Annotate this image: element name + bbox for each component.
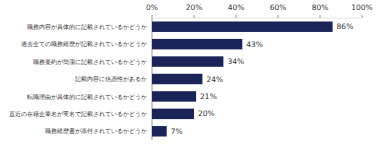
bar [152, 39, 242, 49]
tick-mark [362, 15, 363, 18]
data-label: 21% [200, 92, 217, 101]
tick-mark [236, 15, 237, 18]
bar [152, 56, 223, 66]
tick-mark [194, 15, 195, 18]
category-label: 職務要約が簡潔に記載されているかどうか [33, 58, 147, 66]
bars [152, 21, 333, 136]
data-label: 43% [246, 40, 263, 49]
tick-label: 100% [351, 3, 372, 12]
tick-mark [320, 15, 321, 18]
tick-label: 80% [312, 3, 329, 12]
category-label: 転職理由が具体的に記載されているかどうか [27, 93, 147, 101]
data-label: 7% [171, 127, 183, 136]
tick-label: 0% [146, 3, 158, 12]
axis-line [152, 18, 362, 19]
data-label: 86% [337, 22, 354, 31]
tick-label: 60% [270, 3, 287, 12]
category-label: 過去全ての職務経歴が記載されているかどうか [21, 40, 147, 48]
tick-mark [278, 15, 279, 18]
category-label: 記載内容に信憑性があるか [75, 75, 147, 83]
data-label: 24% [206, 75, 223, 84]
bar [152, 74, 202, 84]
bar [152, 126, 167, 136]
tick-mark [152, 15, 153, 18]
data-label: 34% [227, 57, 244, 66]
bar [152, 91, 196, 101]
tick-label: 40% [228, 3, 245, 12]
bar [152, 21, 333, 31]
category-label: 職務内容が具体的に記載されているかどうか [27, 23, 147, 31]
tick-label: 20% [186, 3, 203, 12]
bar [152, 109, 194, 119]
chart: 0% 20% 40% 60% 80% 100% 職務内容が具体的に記載されているかどうか 86… [0, 0, 384, 145]
data-label: 20% [198, 109, 215, 118]
category-label: 職務経歴書が添付されているかどうか [45, 127, 147, 135]
category-label: 直近の在籍企業名が実名で記載されているかどうか [9, 110, 147, 118]
